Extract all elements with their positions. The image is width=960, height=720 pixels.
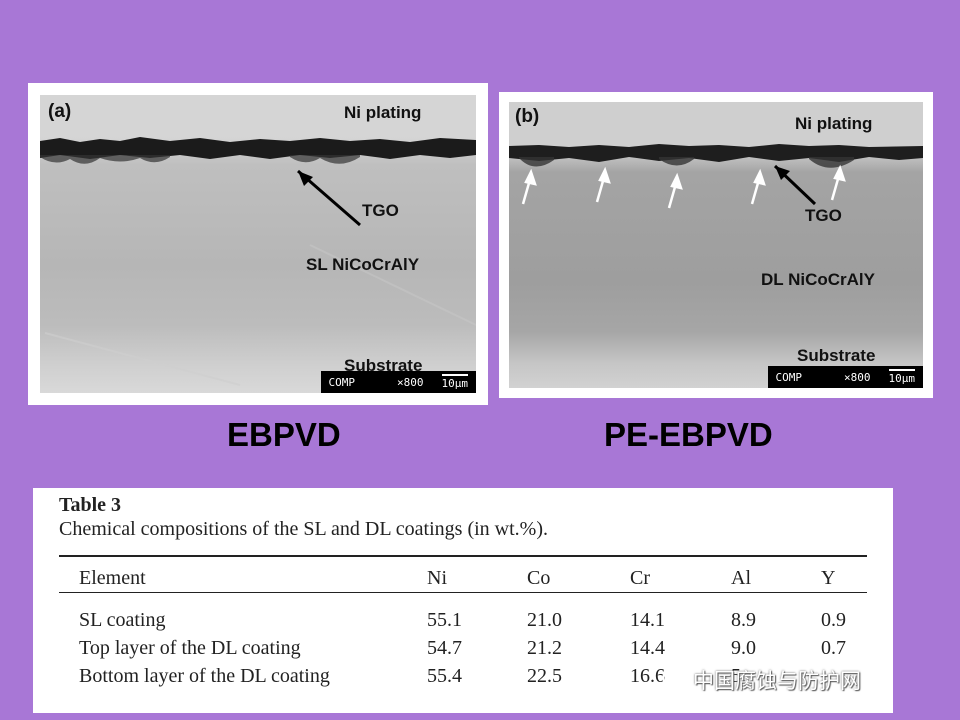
label-ni-plating-b: Ni plating xyxy=(795,114,873,133)
table-caption: Chemical compositions of the SL and DL c… xyxy=(59,518,548,540)
label-ni-plating-a: Ni plating xyxy=(344,103,422,122)
table-cell: 14.1 xyxy=(630,609,665,631)
table-cell: 16.6 xyxy=(630,665,665,687)
table-top-rule xyxy=(59,555,867,557)
scale-bar-b: COMP ×800 10µm xyxy=(767,366,923,388)
table-cell: 9.0 xyxy=(731,637,756,659)
table-cell: 21.2 xyxy=(527,637,562,659)
table-cell: 8.9 xyxy=(731,609,756,631)
label-tgo-b: TGO xyxy=(805,206,842,225)
table-cell: 22.5 xyxy=(527,665,562,687)
sem-image-a: (a) Ni plating TGO SL NiCoCrAlY Substrat… xyxy=(28,83,488,405)
table-cell: 0.7 xyxy=(821,637,846,659)
label-coating-a: SL NiCoCrAlY xyxy=(306,255,420,274)
label-coating-b: DL NiCoCrAlY xyxy=(761,270,875,289)
scale-bar-a: COMP ×800 10µm xyxy=(320,371,476,393)
table-header-co: Co xyxy=(527,567,551,589)
table-header-al: Al xyxy=(731,567,751,589)
table-header-cr: Cr xyxy=(630,567,650,589)
table-header-rule xyxy=(59,592,867,593)
table-cell: 54.7 xyxy=(427,637,462,659)
table-cell: 14.4 xyxy=(630,637,665,659)
label-substrate-a: Substrate xyxy=(344,356,423,375)
table-header-ni: Ni xyxy=(427,567,447,589)
table-cell: Bottom layer of the DL coating xyxy=(79,665,330,687)
table-cell: Top layer of the DL coating xyxy=(79,637,301,659)
panel-letter-b: (b) xyxy=(515,106,540,127)
composition-table: Table 3 Chemical compositions of the SL … xyxy=(33,488,893,713)
label-substrate-b: Substrate xyxy=(797,346,876,365)
watermark-text: 中国腐蚀与防护网 xyxy=(693,669,861,693)
watermark: 中国腐蚀与防护网 xyxy=(661,665,861,695)
sem-image-b: (b) Ni plating TGO DL NiCoCrAlY Substrat… xyxy=(499,92,933,398)
caption-ebpvd: EBPVD xyxy=(227,416,341,453)
table-cell: 55.4 xyxy=(427,665,462,687)
table-title: Table 3 xyxy=(59,494,122,516)
panel-letter-a: (a) xyxy=(48,101,72,122)
table-header-y: Y xyxy=(821,567,836,589)
tgo-layer-a xyxy=(40,137,476,386)
caption-pe-ebpvd: PE-EBPVD xyxy=(604,416,773,453)
table-cell: 55.1 xyxy=(427,609,462,631)
wechat-icon xyxy=(662,669,688,691)
table-cell: SL coating xyxy=(79,609,166,631)
tgo-layer-b xyxy=(509,144,923,209)
table-cell: 21.0 xyxy=(527,609,562,631)
label-tgo-a: TGO xyxy=(362,201,399,220)
table-cell: 0.9 xyxy=(821,609,846,631)
table-cell: 5. xyxy=(731,665,746,687)
table-header-element: Element xyxy=(79,567,146,589)
sem-micrograph-a: (a) Ni plating TGO SL NiCoCrAlY Substrat… xyxy=(40,95,476,393)
sem-micrograph-b: (b) Ni plating TGO DL NiCoCrAlY Substrat… xyxy=(509,102,923,388)
